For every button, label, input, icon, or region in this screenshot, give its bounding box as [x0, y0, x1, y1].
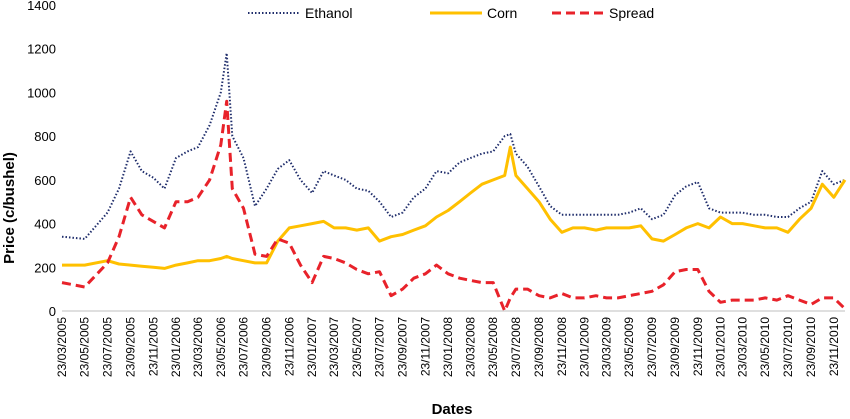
x-tick-label: 23/05/2009 — [622, 317, 636, 377]
x-tick-label: 23/11/2010 — [827, 317, 841, 376]
x-tick-label: 23/07/2007 — [373, 317, 387, 377]
x-tick-label: 23/01/2007 — [305, 317, 319, 377]
x-tick-label: 23/01/2008 — [441, 317, 455, 377]
y-axis-ticks: 0 200 400 600 800 1000 1200 1400 — [27, 0, 56, 319]
x-tick-label: 23/11/2005 — [146, 317, 160, 376]
y-tick-label: 800 — [34, 129, 56, 144]
x-tick-label: 23/09/2009 — [668, 317, 682, 377]
x-tick-label: 23/07/2010 — [781, 317, 795, 377]
x-tick-label: 23/09/2005 — [124, 317, 138, 377]
y-tick-label: 0 — [49, 304, 56, 319]
x-tick-label: 23/07/2008 — [509, 317, 523, 377]
x-tick-label: 23/09/2008 — [532, 317, 546, 377]
x-tick-label: 23/03/2005 — [55, 317, 69, 377]
legend: Ethanol Corn Spread — [248, 5, 654, 21]
x-tick-label: 23/03/2007 — [327, 317, 341, 377]
series-line-corn — [62, 145, 847, 270]
x-tick-label: 23/11/2008 — [555, 317, 569, 376]
x-tick-label: 23/11/2006 — [282, 317, 296, 376]
series-line-ethanol — [61, 52, 846, 240]
x-tick-label: 23/07/2005 — [100, 317, 114, 377]
x-axis-title: Dates — [432, 401, 473, 418]
legend-label-spread: Spread — [609, 5, 654, 21]
x-tick-label: 23/09/2007 — [396, 317, 410, 377]
x-tick-label: 23/01/2009 — [577, 317, 591, 377]
x-tick-label: 23/05/2007 — [350, 317, 364, 377]
x-tick-label: 23/11/2007 — [418, 317, 432, 376]
y-tick-label: 1400 — [27, 0, 56, 13]
series-line-spread — [61, 99, 847, 313]
x-tick-label: 23/05/2005 — [78, 317, 92, 377]
y-tick-label: 400 — [34, 217, 56, 232]
x-tick-label: 23/11/2009 — [691, 317, 705, 376]
legend-label-corn: Corn — [487, 5, 517, 21]
x-tick-label: 23/03/2009 — [599, 317, 613, 377]
x-tick-label: 23/09/2010 — [804, 317, 818, 377]
x-tick-label: 23/03/2006 — [191, 317, 205, 377]
y-axis-title: Price (c/bushel) — [1, 152, 18, 264]
y-tick-label: 600 — [34, 173, 56, 188]
x-axis-ticks: 23/03/2005 23/05/2005 23/07/2005 23/09/2005… — [55, 317, 841, 377]
x-tick-label: 23/05/2006 — [214, 317, 228, 377]
x-tick-label: 23/01/2006 — [169, 317, 183, 377]
x-tick-label: 23/07/2006 — [236, 317, 250, 377]
series-layer — [61, 52, 847, 313]
x-tick-label: 23/01/2010 — [714, 317, 728, 377]
x-tick-label: 23/09/2006 — [260, 317, 274, 377]
x-tick-label: 23/03/2008 — [463, 317, 477, 377]
x-tick-label: 23/05/2010 — [758, 317, 772, 377]
legend-label-ethanol: Ethanol — [305, 5, 352, 21]
y-tick-label: 200 — [34, 260, 56, 275]
y-tick-label: 1200 — [27, 42, 56, 57]
x-tick-label: 23/07/2009 — [645, 317, 659, 377]
x-tick-label: 23/05/2008 — [486, 317, 500, 377]
y-tick-label: 1000 — [27, 85, 56, 100]
x-tick-label: 23/03/2010 — [736, 317, 750, 377]
